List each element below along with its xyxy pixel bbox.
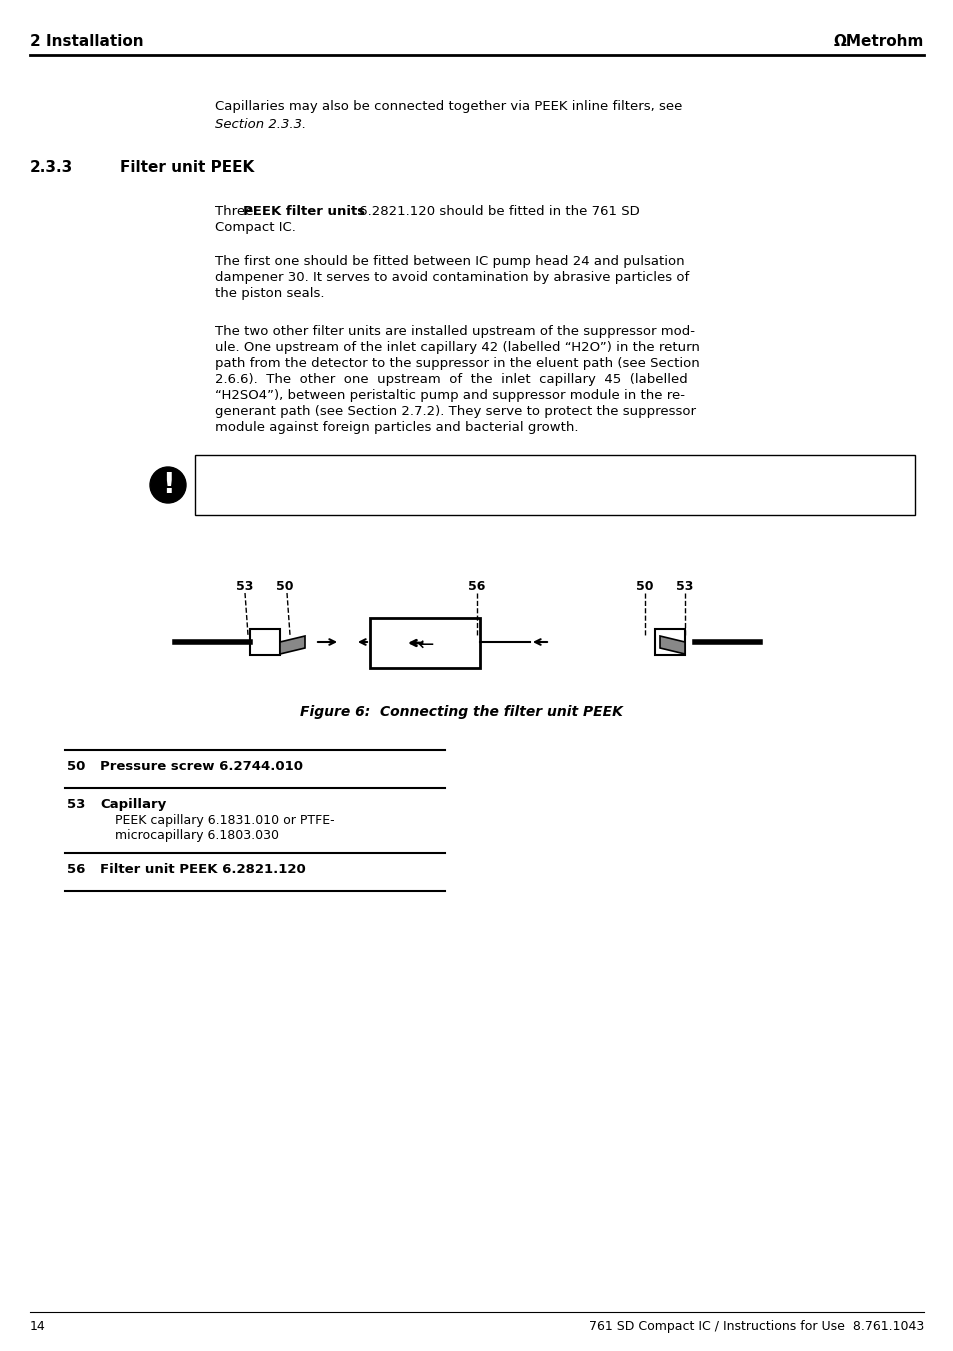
- Text: ΩMetrohm: ΩMetrohm: [833, 35, 923, 50]
- Text: PEEK filter units: PEEK filter units: [243, 205, 365, 218]
- Text: Filter unit PEEK 6.2821.120: Filter unit PEEK 6.2821.120: [100, 863, 305, 875]
- Text: The first one should be fitted between IC pump head 24 and pulsation: The first one should be fitted between I…: [214, 255, 684, 267]
- Text: The two other filter units are installed upstream of the suppressor mod-: The two other filter units are installed…: [214, 326, 695, 338]
- Text: 50: 50: [67, 761, 85, 773]
- Text: the piston seals.: the piston seals.: [214, 286, 324, 300]
- Text: For the connection of the filter unit, please note the flow direction ar-: For the connection of the filter unit, p…: [205, 467, 639, 481]
- Text: !: !: [161, 471, 174, 499]
- Text: 2.6.6).  The  other  one  upstream  of  the  inlet  capillary  45  (labelled: 2.6.6). The other one upstream of the in…: [214, 373, 687, 386]
- Text: 50: 50: [276, 580, 294, 593]
- Text: $\leftarrow$: $\leftarrow$: [414, 634, 436, 653]
- Circle shape: [150, 467, 186, 503]
- Text: generant path (see Section 2.7.2). They serve to protect the suppressor: generant path (see Section 2.7.2). They …: [214, 405, 696, 417]
- Text: 50: 50: [636, 580, 653, 593]
- Text: Three: Three: [214, 205, 257, 218]
- Text: PEEK capillary 6.1831.010 or PTFE-: PEEK capillary 6.1831.010 or PTFE-: [115, 815, 335, 827]
- Text: 53: 53: [67, 798, 85, 811]
- Text: Capillary: Capillary: [100, 798, 166, 811]
- Bar: [370, 617, 479, 667]
- Bar: [194, 455, 914, 515]
- Text: Figure 6:: Figure 6:: [299, 705, 370, 719]
- Text: 2.3.3: 2.3.3: [30, 159, 73, 176]
- Text: 56: 56: [67, 863, 85, 875]
- Text: ule. One upstream of the inlet capillary 42 (labelled “H2O”) in the return: ule. One upstream of the inlet capillary…: [214, 340, 700, 354]
- Text: dampener 30. It serves to avoid contamination by abrasive particles of: dampener 30. It serves to avoid contamin…: [214, 272, 688, 284]
- Text: 14: 14: [30, 1320, 46, 1333]
- Text: 53: 53: [236, 580, 253, 593]
- Text: microcapillary 6.1803.030: microcapillary 6.1803.030: [115, 830, 278, 842]
- Text: Section 2.3.3.: Section 2.3.3.: [214, 118, 306, 131]
- Text: module against foreign particles and bacterial growth.: module against foreign particles and bac…: [214, 422, 578, 434]
- Text: row printed on the housing.: row printed on the housing.: [205, 484, 377, 497]
- Text: 761 SD Compact IC / Instructions for Use  8.761.1043: 761 SD Compact IC / Instructions for Use…: [588, 1320, 923, 1333]
- Bar: [655, 630, 684, 655]
- Text: Filter unit PEEK: Filter unit PEEK: [120, 159, 254, 176]
- Text: 2 Installation: 2 Installation: [30, 35, 144, 50]
- Text: 6.2821.120 should be fitted in the 761 SD: 6.2821.120 should be fitted in the 761 S…: [355, 205, 639, 218]
- Polygon shape: [280, 636, 305, 654]
- Bar: [250, 630, 280, 655]
- Text: path from the detector to the suppressor in the eluent path (see Section: path from the detector to the suppressor…: [214, 357, 699, 370]
- Text: 56: 56: [468, 580, 485, 593]
- Text: Compact IC.: Compact IC.: [214, 222, 295, 234]
- Polygon shape: [659, 636, 684, 654]
- Text: “H2SO4”), between peristaltic pump and suppressor module in the re-: “H2SO4”), between peristaltic pump and s…: [214, 389, 684, 403]
- Text: 53: 53: [676, 580, 693, 593]
- Text: Connecting the filter unit PEEK: Connecting the filter unit PEEK: [379, 705, 622, 719]
- Text: Capillaries may also be connected together via PEEK inline filters, see: Capillaries may also be connected togeth…: [214, 100, 681, 113]
- Text: Pressure screw 6.2744.010: Pressure screw 6.2744.010: [100, 761, 303, 773]
